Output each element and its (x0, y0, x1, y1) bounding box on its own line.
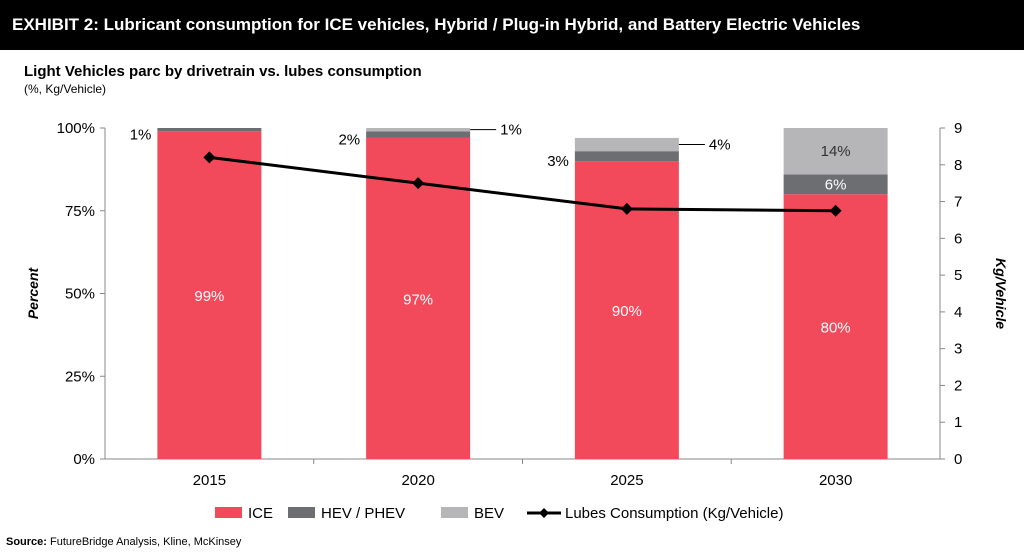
y2-tick-label: 7 (954, 194, 962, 211)
source-text: FutureBridge Analysis, Kline, McKinsey (50, 536, 242, 548)
legend-swatch-marker (539, 508, 549, 518)
bar-segment-ice (783, 194, 888, 459)
y-tick-label: 25% (65, 368, 95, 385)
bar-segment-hev-phev (366, 131, 471, 138)
data-label-hev: 3% (547, 153, 569, 170)
bar-segment-ice (366, 137, 471, 459)
exhibit-title: EXHIBIT 2: Lubricant consumption for ICE… (0, 0, 1024, 50)
bar-segment-bev (366, 128, 471, 132)
x-tick-label: 2020 (401, 472, 434, 489)
y-tick-label: 75% (65, 203, 95, 220)
lubes-consumption-point (203, 151, 216, 164)
bar-segment-bev (783, 128, 888, 175)
data-label-hev: 2% (338, 132, 360, 149)
stacked-bar-line-chart: 0% 25% 50% 75% 100% 0 1 2 3 4 5 6 7 8 9 Percent Kg/Vehic… (25, 120, 1009, 522)
y2-tick-label: 3 (954, 341, 962, 358)
y-axis-title: Percent (25, 266, 41, 319)
legend-swatch (215, 507, 242, 518)
legend-label: HEV / PHEV (321, 505, 405, 522)
x-tick-label: 2030 (819, 472, 852, 489)
y2-tick-label: 6 (954, 230, 962, 247)
legend-label: Lubes Consumption (Kg/Vehicle) (565, 505, 783, 522)
data-label-bev: 4% (709, 137, 731, 154)
y2-axis-title: Kg/Vehicle (993, 258, 1009, 329)
bar-segment-bev (574, 137, 679, 152)
legend-swatch (441, 507, 468, 518)
data-label-ice: 90% (612, 303, 642, 320)
y2-tick-label: 8 (954, 157, 962, 174)
legend-label: ICE (248, 505, 273, 522)
lubes-consumption-point (412, 177, 425, 190)
legend-label: BEV (474, 505, 504, 522)
bar-segment-hev-phev (783, 174, 888, 195)
y2-tick-label: 0 (954, 451, 962, 468)
chart-subtitle: Light Vehicles parc by drivetrain vs. lu… (24, 63, 422, 80)
y-tick-label: 100% (57, 120, 95, 137)
x-tick-label: 2025 (610, 472, 643, 489)
data-label-ice: 97% (403, 291, 433, 308)
bar-segment-hev-phev (574, 151, 679, 162)
data-label-hev: 6% (825, 176, 847, 193)
data-label-hev: 1% (130, 127, 152, 144)
y-tick-label: 0% (73, 451, 95, 468)
data-label-bev: 1% (500, 122, 522, 139)
y2-tick-label: 4 (954, 304, 962, 321)
y-tick-label: 50% (65, 286, 95, 303)
bar-segment-hev-phev (157, 128, 262, 132)
source-note: Source: FutureBridge Analysis, Kline, Mc… (6, 536, 241, 548)
lubes-consumption-point (829, 204, 842, 217)
data-label-bev: 14% (821, 143, 851, 160)
y2-tick-label: 2 (954, 377, 962, 394)
bar-segment-ice (157, 131, 262, 459)
legend-swatch (288, 507, 315, 518)
y2-tick-label: 5 (954, 267, 962, 284)
source-label: Source: (6, 536, 47, 548)
x-tick-label: 2015 (193, 472, 226, 489)
y2-tick-label: 1 (954, 414, 962, 431)
lubes-consumption-line (209, 155, 836, 213)
y2-tick-label: 9 (954, 120, 962, 137)
chart-units: (%, Kg/Vehicle) (24, 82, 107, 96)
data-label-ice: 99% (194, 288, 224, 305)
data-label-ice: 80% (821, 320, 851, 337)
lubes-consumption-point (620, 202, 633, 215)
